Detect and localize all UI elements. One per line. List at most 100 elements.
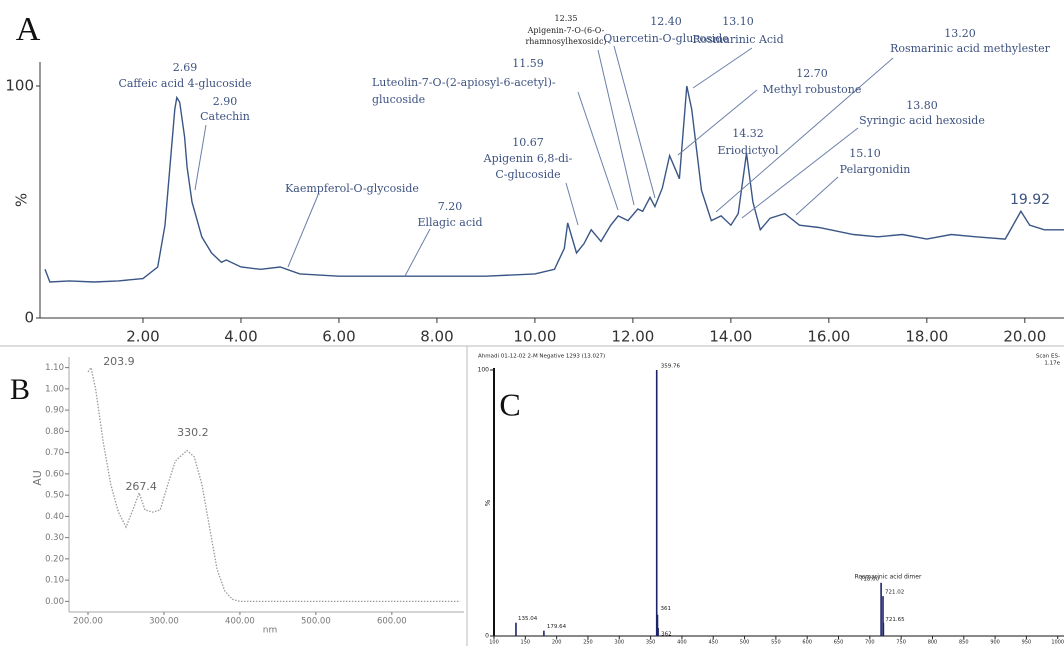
peak-time: 15.10 bbox=[849, 147, 881, 160]
compound-name: Quercetin-O-glucoside bbox=[603, 32, 729, 45]
peak-time: 2.69 bbox=[173, 61, 198, 74]
peak-label: 362 bbox=[661, 632, 672, 638]
compound-name: Apigenin 6,8-di- bbox=[483, 152, 573, 165]
x-tick-label: 500 bbox=[740, 640, 750, 646]
x-tick-label: 300.00 bbox=[149, 617, 179, 627]
compound-name: C-glucoside bbox=[495, 168, 560, 181]
y-tick-label: 1.10 bbox=[45, 363, 64, 373]
x-tick-label: 12.00 bbox=[611, 328, 654, 346]
leader-line bbox=[741, 127, 859, 219]
y-tick-label: 100 bbox=[5, 77, 34, 95]
peak-time: 19.92 bbox=[1010, 192, 1050, 208]
x-tick-label: 400.00 bbox=[225, 617, 255, 627]
leader-line bbox=[565, 182, 579, 226]
x-tick-label: 450 bbox=[708, 640, 718, 646]
compound-name: Eriodictyol bbox=[718, 144, 779, 157]
y-tick-label: 100 bbox=[478, 367, 490, 374]
compound-name: Apigenin-7-O-(6-O- bbox=[527, 26, 605, 35]
panel-label: C bbox=[499, 386, 520, 422]
x-tick-label: 4.00 bbox=[224, 328, 257, 346]
leader-line bbox=[577, 91, 619, 211]
y-tick-label: 0.70 bbox=[45, 448, 64, 458]
compound-name: glucoside bbox=[372, 93, 425, 106]
compound-name: rhamnosylhexosidc) bbox=[525, 37, 606, 46]
peak-label: 135.04 bbox=[518, 616, 538, 622]
spectrum-header: Scan ES- bbox=[1036, 354, 1060, 360]
x-tick-label: 10.00 bbox=[513, 328, 556, 346]
x-tick-label: 400 bbox=[677, 640, 687, 646]
x-tick-label: 200 bbox=[552, 640, 562, 646]
x-tick-label: 150 bbox=[521, 640, 531, 646]
y-tick-label: 0 bbox=[485, 633, 489, 640]
leader-line bbox=[194, 124, 207, 191]
data-line bbox=[44, 85, 1064, 283]
x-tick-label: 600.00 bbox=[377, 617, 407, 627]
compound-name: Kaempferol-O-glycoside bbox=[285, 182, 419, 195]
x-tick-label: 14.00 bbox=[709, 328, 752, 346]
compound-name: Rosmarinic acid methylester bbox=[890, 42, 1051, 55]
y-tick-label: 0 bbox=[24, 309, 34, 327]
x-tick-label: 1000 bbox=[1051, 640, 1064, 646]
x-tick-label: 350 bbox=[646, 640, 656, 646]
peak-time: 14.32 bbox=[732, 127, 764, 140]
peak-time: 13.80 bbox=[906, 99, 938, 112]
x-tick-label: 20.00 bbox=[1003, 328, 1046, 346]
peak-time: 12.40 bbox=[650, 15, 682, 28]
peak-label: 721.65 bbox=[885, 617, 905, 623]
compound-name: Catechin bbox=[200, 110, 250, 123]
y-tick-label: 0.60 bbox=[45, 469, 64, 479]
x-tick-label: 300 bbox=[615, 640, 625, 646]
compound-name: Syringic acid hexoside bbox=[859, 114, 985, 127]
y-tick-label: 0.90 bbox=[45, 406, 64, 416]
panel-label: A bbox=[16, 11, 41, 48]
leader-line bbox=[692, 47, 753, 89]
leader-line bbox=[613, 45, 656, 199]
y-tick-label: 1.00 bbox=[45, 384, 64, 394]
compound-name: Pelargonidin bbox=[840, 163, 911, 176]
compound-name: Methyl robustone bbox=[763, 83, 862, 96]
x-tick-label: 250 bbox=[583, 640, 593, 646]
spectrum-annotation: Rosmarinic acid dimer bbox=[855, 574, 922, 581]
leader-line bbox=[597, 49, 635, 206]
peak-time: 10.67 bbox=[512, 136, 544, 149]
x-tick-label: 2.00 bbox=[126, 328, 159, 346]
y-tick-label: 0.30 bbox=[45, 533, 64, 543]
y-tick-label: 0.20 bbox=[45, 554, 64, 564]
compound-name: Rosmarinic Acid bbox=[692, 33, 783, 46]
y-tick-label: 0.40 bbox=[45, 512, 64, 522]
peak-label: 203.9 bbox=[103, 355, 135, 368]
x-tick-label: 550 bbox=[771, 640, 781, 646]
peak-time: 12.70 bbox=[796, 67, 828, 80]
peak-label: 361 bbox=[660, 606, 671, 612]
x-tick-label: 750 bbox=[896, 640, 906, 646]
leader-line bbox=[715, 57, 894, 213]
data-line bbox=[87, 366, 461, 603]
x-tick-label: 16.00 bbox=[807, 328, 850, 346]
compound-name: Caffeic acid 4-glucoside bbox=[118, 77, 251, 90]
leader-line bbox=[287, 194, 319, 268]
y-axis-label: AU bbox=[31, 470, 44, 486]
y-axis-label: % bbox=[13, 193, 31, 207]
compound-name: Ellagic acid bbox=[417, 216, 482, 229]
peak-time: 12.35 bbox=[555, 14, 578, 23]
x-tick-label: 600 bbox=[802, 640, 812, 646]
compound-name: Luteolin-7-O-(2-apiosyl-6-acetyl)- bbox=[372, 76, 556, 89]
peak-time: 7.20 bbox=[438, 200, 463, 213]
y-axis-label: % bbox=[484, 499, 492, 506]
x-tick-label: 8.00 bbox=[420, 328, 453, 346]
peak-label: 359.76 bbox=[661, 364, 681, 370]
x-tick-label: 850 bbox=[959, 640, 969, 646]
peak-time: 13.10 bbox=[722, 15, 754, 28]
spectrum-header: 1.17e bbox=[1044, 361, 1060, 367]
x-tick-label: 800 bbox=[928, 640, 938, 646]
peak-time: 13.20 bbox=[944, 27, 976, 40]
x-tick-label: 900 bbox=[990, 640, 1000, 646]
leader-line bbox=[404, 228, 431, 277]
x-tick-label: 200.00 bbox=[73, 617, 103, 627]
spectrum-header: Ahmadi 01-12-02 2-M Negative 1293 (13.02… bbox=[478, 354, 605, 360]
y-tick-label: 0.10 bbox=[45, 576, 64, 586]
peak-time: 11.59 bbox=[512, 57, 544, 70]
